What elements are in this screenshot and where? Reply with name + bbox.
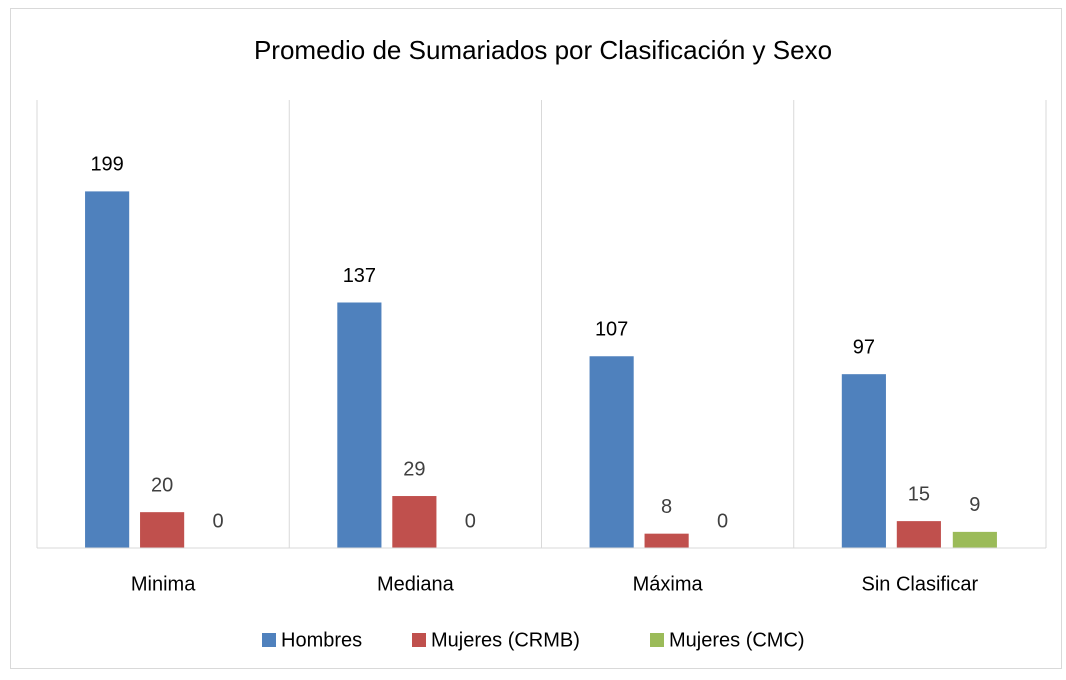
bar [140,512,185,548]
data-label: 199 [90,154,123,176]
data-label: 20 [151,474,173,496]
legend-swatch [650,633,664,647]
bar [952,531,997,548]
x-tick-label: Minima [131,573,196,595]
x-tick-label: Mediana [377,573,455,595]
data-label: 9 [969,494,980,516]
data-label: 0 [465,510,476,532]
legend-swatch [262,633,276,647]
bar [841,374,886,548]
data-label: 97 [853,336,875,358]
chart-title: Promedio de Sumariados por Clasificación… [254,35,832,65]
data-label: 0 [717,510,728,532]
bar [644,533,689,548]
data-label: 8 [661,496,672,518]
bar [392,496,437,548]
x-tick-label: Máxima [633,573,704,595]
chart-frame [10,8,1062,669]
data-label: 29 [403,458,425,480]
bar [589,356,634,548]
legend-label: Hombres [281,629,362,651]
bar [85,191,130,548]
x-tick-label: Sin Clasificar [862,573,979,595]
legend-label: Mujeres (CMC) [669,629,805,651]
data-label: 15 [908,483,930,505]
bar [896,521,941,548]
data-label: 107 [595,319,628,341]
legend-swatch [412,633,426,647]
data-label: 0 [213,510,224,532]
data-label: 137 [343,265,376,287]
legend-label: Mujeres (CRMB) [431,629,580,651]
bar [337,302,382,548]
